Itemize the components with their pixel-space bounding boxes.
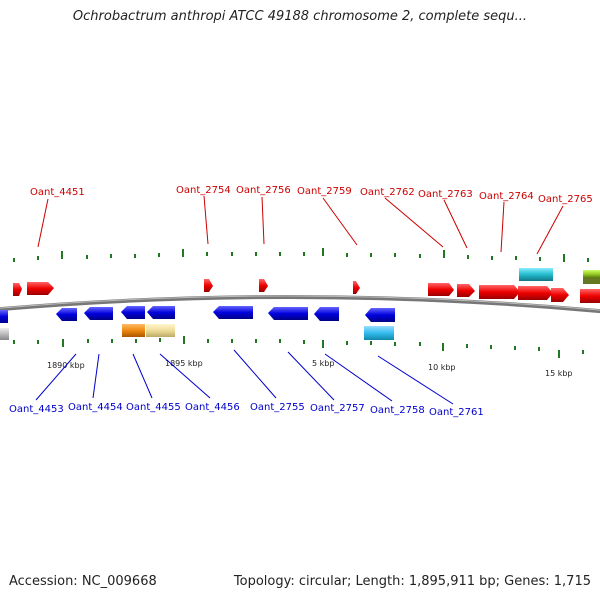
- gene-arrow: [268, 307, 308, 320]
- gene-arrow: [314, 307, 339, 321]
- scale-label: 5 kbp: [312, 359, 334, 368]
- scale-label: 1895 kbp: [165, 359, 203, 368]
- lower-tick-marks: [13, 336, 584, 358]
- gene-arrow: [551, 288, 569, 302]
- gene-label-lower: Oant_4456: [185, 402, 240, 413]
- gene-box-orange: [122, 324, 145, 337]
- gene-arrow: [479, 285, 520, 299]
- gene-label-lower: Oant_2755: [250, 402, 305, 413]
- gene-label-upper: Oant_4451: [30, 187, 85, 198]
- gene-arrow: [580, 289, 600, 303]
- gene-label-upper: Oant_2759: [297, 186, 352, 197]
- gene-label-upper: Oant_2762: [360, 187, 415, 198]
- lower-label-leaders: [35, 349, 454, 405]
- gene-arrow: [365, 308, 395, 322]
- gene-label-upper: Oant_2765: [538, 194, 593, 205]
- gene-label-lower: Oant_2758: [370, 405, 425, 416]
- accession-text: Accession: NC_009668: [9, 574, 157, 589]
- gene-arrow: [27, 282, 54, 295]
- scale-label: 15 kbp: [545, 369, 573, 378]
- gene-arrow: [56, 308, 77, 321]
- gene-arrow: [147, 306, 175, 319]
- gene-arrow: [84, 307, 113, 320]
- gene-arrow: [121, 306, 145, 319]
- gene-arrow: [259, 279, 268, 292]
- gene-box-cyan: [519, 268, 553, 281]
- gene-arrow: [0, 310, 8, 323]
- gene-arrow: [353, 281, 360, 294]
- gene-label-upper: Oant_2756: [236, 185, 291, 196]
- gene-label-upper: Oant_2764: [479, 191, 534, 202]
- upper-label-leaders: [37, 195, 564, 255]
- gene-label-lower: Oant_4454: [68, 402, 123, 413]
- gene-box-green: [583, 270, 600, 278]
- gene-arrow: [457, 284, 475, 297]
- scale-label: 10 kbp: [428, 363, 456, 372]
- gene-label-lower: Oant_4453: [9, 404, 64, 415]
- gene-box-khaki: [146, 324, 175, 337]
- upper-tick-marks: [13, 248, 589, 262]
- gene-label-lower: Oant_2761: [429, 407, 484, 418]
- gene-box-grey: [0, 328, 9, 340]
- gene-label-upper: Oant_2763: [418, 189, 473, 200]
- gene-box-olive: [583, 278, 600, 284]
- gene-label-lower: Oant_4455: [126, 402, 181, 413]
- gene-arrow: [213, 306, 253, 319]
- chromosome-backbone: [0, 294, 600, 314]
- reverse-strand-genes: [0, 306, 395, 340]
- gene-box-light-cyan: [364, 326, 394, 340]
- forward-strand-genes: [13, 268, 600, 303]
- gene-label-upper: Oant_2754: [176, 185, 231, 196]
- gene-label-lower: Oant_2757: [310, 403, 365, 414]
- gene-arrow: [204, 279, 213, 292]
- gene-arrow: [518, 286, 553, 300]
- map-title: Ochrobactrum anthropi ATCC 49188 chromos…: [72, 9, 528, 24]
- sequence-summary: Topology: circular; Length: 1,895,911 bp…: [233, 574, 591, 589]
- gene-arrow: [428, 283, 454, 296]
- gene-arrow: [13, 283, 22, 296]
